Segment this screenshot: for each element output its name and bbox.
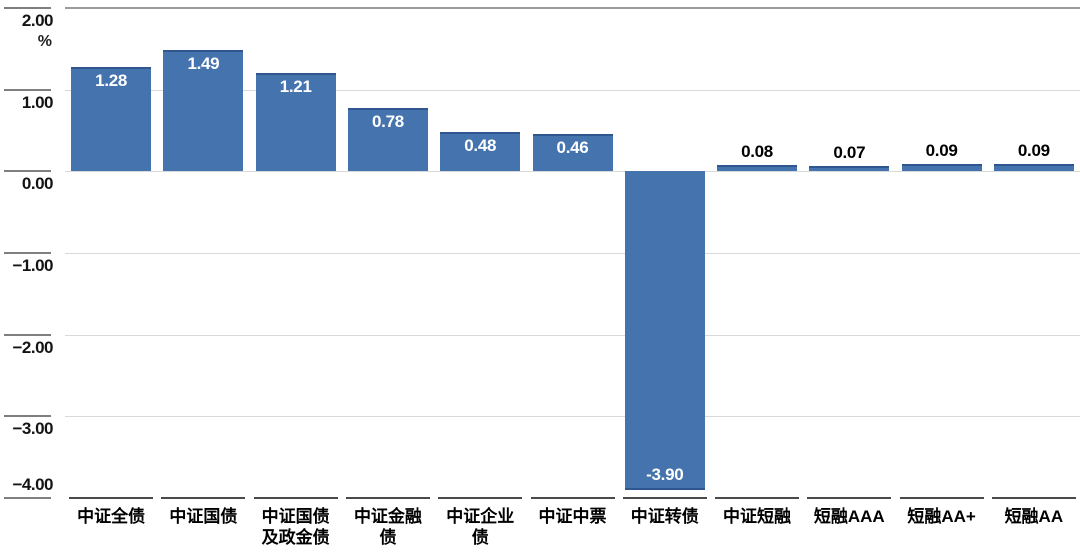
- gridline: [65, 334, 1080, 336]
- x-tick-label: 中证短融: [723, 507, 792, 526]
- y-tick-line: [4, 88, 51, 91]
- x-tick-label: 中证国债 及政金债: [261, 507, 330, 547]
- bar-value-label: 0.09: [1017, 140, 1050, 160]
- plot-top-border: [65, 7, 1080, 9]
- gridline: [65, 416, 1080, 418]
- bar: [532, 133, 613, 172]
- y-tick-line: [4, 7, 51, 9]
- x-tick-label: 中证中票: [538, 507, 607, 526]
- x-tick-label: 中证企业 债: [446, 507, 515, 547]
- gridline: [65, 253, 1080, 254]
- y-tick-label: 0.00: [21, 174, 54, 194]
- x-tick-label: 中证国债: [169, 507, 238, 526]
- y-tick-label: −2.00: [12, 337, 53, 357]
- x-axis-segment: [622, 497, 707, 499]
- x-axis-segment: [345, 497, 430, 499]
- y-axis-unit-label: %: [37, 33, 52, 50]
- bar-value-label: 0.08: [741, 141, 773, 161]
- bar: [993, 163, 1074, 172]
- y-tick-line: [4, 170, 51, 173]
- bar: [809, 165, 890, 172]
- bar: [717, 164, 798, 172]
- x-axis-segment: [69, 497, 154, 499]
- x-tick-label: 短融AA: [1004, 507, 1064, 526]
- x-axis-segment: [715, 497, 800, 499]
- x-axis-segment: [991, 497, 1076, 499]
- y-tick-line: [4, 415, 51, 418]
- bar: [440, 132, 521, 172]
- bar-value-label: 0.78: [372, 111, 404, 131]
- y-tick-label: 1.00: [21, 92, 54, 112]
- bar: [901, 163, 982, 172]
- bar-value-label: 0.46: [556, 137, 589, 157]
- bar: [347, 107, 428, 172]
- y-tick-label: −1.00: [12, 256, 53, 275]
- bar: [255, 72, 336, 172]
- x-tick-label: 中证全债: [77, 507, 146, 526]
- bar-value-label: 1.21: [279, 76, 312, 96]
- gridline: [65, 89, 1080, 91]
- x-tick-label: 中证金融 债: [353, 507, 422, 547]
- x-axis-segment: [807, 497, 892, 499]
- bar-value-label: 0.09: [925, 140, 958, 160]
- x-axis-segment: [530, 497, 615, 499]
- x-tick-label: 短融AAA: [813, 507, 885, 526]
- bar-value-label: 0.07: [833, 142, 866, 162]
- bar: [163, 49, 244, 172]
- bar-value-label: 0.48: [464, 136, 497, 156]
- bar-value-label: 1.49: [187, 53, 220, 73]
- y-tick-label: −3.00: [12, 419, 53, 439]
- x-tick-label: 中证转债: [630, 507, 699, 526]
- x-axis-segment: [899, 497, 984, 499]
- bar: [71, 66, 152, 172]
- x-axis-segment: [161, 497, 246, 499]
- x-axis-segment: [438, 497, 523, 499]
- gridline: [65, 171, 1080, 173]
- y-tick-label: 2.00: [21, 11, 54, 30]
- y-tick-line: [4, 333, 51, 336]
- x-tick-label: 短融AA+: [907, 507, 976, 526]
- x-axis-segment: [253, 497, 338, 499]
- y-tick-label: −4.00: [12, 475, 53, 494]
- bar-value-label: 1.28: [95, 70, 128, 90]
- y-tick-line: [4, 497, 51, 499]
- y-tick-line: [4, 252, 51, 254]
- bar-value-label: -3.90: [646, 464, 684, 484]
- bar: [624, 171, 705, 490]
